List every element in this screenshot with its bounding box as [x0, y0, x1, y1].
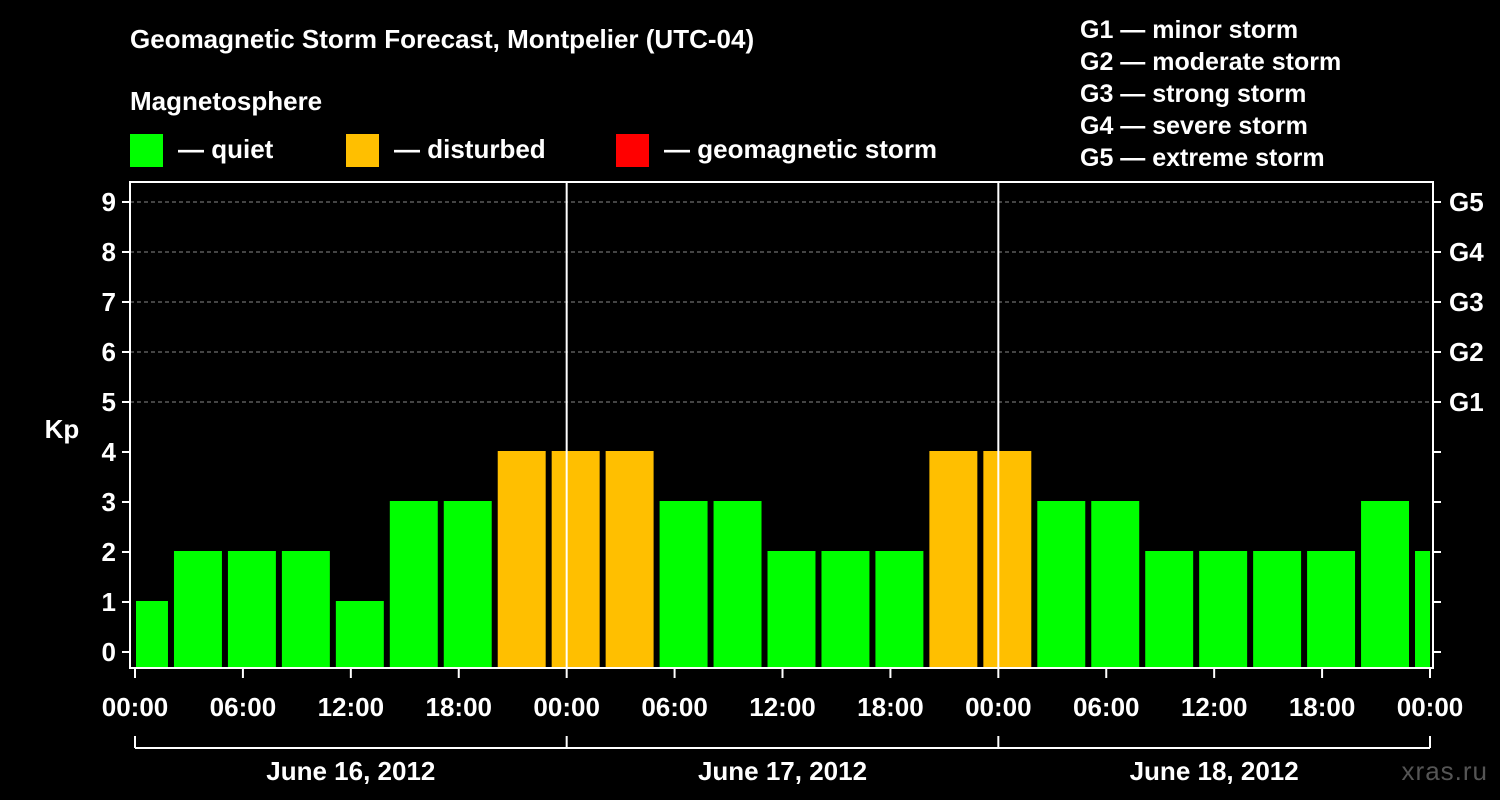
x-tick-label: 00:00 — [533, 692, 600, 722]
legend-label-disturbed: — disturbed — [394, 134, 546, 164]
kp-bar — [1199, 551, 1248, 668]
storm-scale-legend: G1 — minor storm G2 — moderate storm G3 … — [1080, 14, 1341, 174]
y-axis-label: Kp — [45, 414, 80, 444]
y-tick-label: 8 — [102, 237, 116, 267]
y-tick-label: 2 — [102, 537, 116, 567]
x-tick-label: 18:00 — [1289, 692, 1356, 722]
kp-bar — [227, 551, 276, 668]
kp-bar — [983, 451, 1032, 668]
kp-bar — [551, 451, 600, 668]
x-tick-label: 12:00 — [318, 692, 385, 722]
kp-bar — [821, 551, 870, 668]
legend-swatch-storm — [616, 134, 649, 167]
kp-bar — [497, 451, 546, 668]
kp-bar — [281, 551, 330, 668]
g-scale-label: G2 — [1449, 337, 1484, 367]
kp-bar — [875, 551, 924, 668]
kp-bar — [767, 551, 816, 668]
y-tick-label: 1 — [102, 587, 116, 617]
kp-bar — [659, 501, 708, 668]
kp-bar — [136, 601, 168, 668]
x-tick-label: 06:00 — [1073, 692, 1140, 722]
legend-heading: Magnetosphere — [130, 86, 323, 116]
watermark: xras.ru — [1401, 756, 1488, 786]
kp-bar — [929, 451, 978, 668]
legend-swatch-disturbed — [346, 134, 379, 167]
legend-label-storm: — geomagnetic storm — [664, 134, 938, 164]
storm-scale-g1: G1 — minor storm — [1080, 16, 1299, 44]
kp-bar — [1091, 501, 1140, 668]
y-tick-label: 6 — [102, 337, 116, 367]
kp-bar — [1361, 501, 1410, 668]
kp-bar — [605, 451, 654, 668]
kp-bar — [443, 501, 492, 668]
g-scale-label: G5 — [1449, 187, 1484, 217]
g-scale-label: G3 — [1449, 287, 1484, 317]
y-tick-label: 0 — [102, 637, 116, 667]
y-tick-label: 5 — [102, 387, 116, 417]
x-tick-label: 18:00 — [426, 692, 493, 722]
x-tick-label: 12:00 — [1181, 692, 1248, 722]
kp-bar — [335, 601, 384, 668]
chart-title: Geomagnetic Storm Forecast, Montpelier (… — [130, 24, 755, 54]
y-tick-label: 3 — [102, 487, 116, 517]
storm-scale-g2: G2 — moderate storm — [1080, 48, 1342, 76]
kp-bar — [1415, 551, 1430, 668]
y-tick-label: 7 — [102, 287, 116, 317]
day-label: June 17, 2012 — [698, 756, 867, 786]
storm-scale-g5: G5 — extreme storm — [1080, 144, 1325, 172]
g-scale-label: G1 — [1449, 387, 1484, 417]
day-label: June 18, 2012 — [1130, 756, 1299, 786]
x-tick-label: 06:00 — [641, 692, 708, 722]
kp-bar — [1307, 551, 1356, 668]
kp-bar — [389, 501, 438, 668]
x-tick-label: 18:00 — [857, 692, 924, 722]
y-tick-label: 9 — [102, 187, 116, 217]
x-tick-label: 00:00 — [1397, 692, 1464, 722]
kp-bar — [1037, 501, 1086, 668]
legend-label-quiet: — quiet — [178, 134, 274, 164]
kp-bar — [173, 551, 222, 668]
x-tick-label: 06:00 — [210, 692, 277, 722]
x-tick-label: 12:00 — [749, 692, 816, 722]
g-scale-label: G4 — [1449, 237, 1484, 267]
day-label: June 16, 2012 — [266, 756, 435, 786]
legend-swatch-quiet — [130, 134, 163, 167]
kp-bar — [1253, 551, 1302, 668]
x-tick-label: 00:00 — [965, 692, 1032, 722]
storm-scale-g4: G4 — severe storm — [1080, 112, 1308, 140]
x-tick-label: 00:00 — [102, 692, 169, 722]
y-tick-label: 4 — [102, 437, 117, 467]
storm-scale-g3: G3 — strong storm — [1080, 80, 1307, 108]
kp-bar — [1145, 551, 1194, 668]
kp-bar — [713, 501, 762, 668]
